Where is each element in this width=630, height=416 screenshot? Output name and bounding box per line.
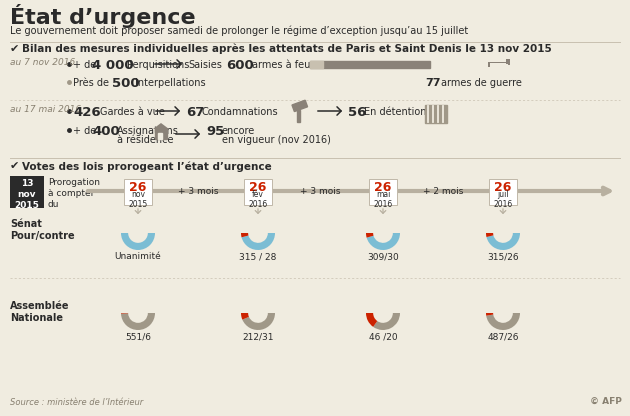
Text: Sénat
Pour/contre: Sénat Pour/contre	[10, 219, 74, 241]
Text: Votes des lois prorogeant l’état d’urgence: Votes des lois prorogeant l’état d’urgen…	[22, 161, 272, 171]
Text: Prorogation
à compter
du: Prorogation à compter du	[48, 178, 100, 209]
Wedge shape	[121, 313, 128, 314]
Text: 500: 500	[112, 77, 140, 90]
Text: 56: 56	[348, 106, 367, 119]
Text: 26: 26	[495, 181, 512, 194]
Text: au 17 mai 2016: au 17 mai 2016	[10, 105, 81, 114]
Text: En détention: En détention	[364, 107, 427, 117]
Polygon shape	[153, 123, 169, 129]
Text: fév
2016: fév 2016	[248, 190, 268, 209]
Wedge shape	[241, 233, 275, 250]
Text: 95: 95	[206, 125, 224, 138]
Text: 4 000: 4 000	[92, 59, 134, 72]
Text: ✔: ✔	[10, 44, 20, 54]
Bar	[425, 105, 447, 123]
Text: mai
2016: mai 2016	[374, 190, 392, 209]
Text: 315/26: 315/26	[487, 252, 519, 261]
Bar	[310, 61, 430, 68]
Text: Près de: Près de	[73, 78, 112, 88]
Text: armes de guerre: armes de guerre	[441, 78, 522, 88]
Text: 426: 426	[73, 106, 101, 119]
Bar	[155, 129, 167, 139]
Wedge shape	[243, 313, 275, 330]
Text: Assignations: Assignations	[117, 126, 179, 136]
Wedge shape	[373, 313, 400, 330]
Text: + de: + de	[73, 60, 100, 70]
Bar	[292, 100, 307, 111]
Text: 400: 400	[92, 125, 120, 138]
Wedge shape	[366, 233, 374, 238]
Wedge shape	[486, 313, 520, 330]
Text: juil
2016: juil 2016	[493, 190, 513, 209]
Wedge shape	[241, 313, 249, 319]
Text: 212/31: 212/31	[243, 332, 274, 341]
Bar	[297, 110, 300, 122]
Wedge shape	[366, 313, 377, 327]
Text: nov
2015: nov 2015	[129, 190, 147, 209]
Text: Le gouvernement doit proposer samedi de prolonger le régime d’exception jusqu’au: Le gouvernement doit proposer samedi de …	[10, 26, 468, 37]
Text: 26: 26	[249, 181, 266, 194]
Text: ✔: ✔	[10, 161, 20, 171]
Text: 551/6: 551/6	[125, 332, 151, 341]
Text: armes à feu: armes à feu	[252, 60, 311, 70]
Wedge shape	[121, 233, 155, 250]
Text: Source : ministère de l’Intérieur: Source : ministère de l’Intérieur	[10, 398, 143, 407]
Wedge shape	[121, 313, 155, 330]
Text: 26: 26	[374, 181, 392, 194]
Text: en vigueur (nov 2016): en vigueur (nov 2016)	[222, 135, 331, 145]
Bar	[310, 61, 323, 68]
Text: 26: 26	[129, 181, 147, 194]
Text: 46 /20: 46 /20	[369, 332, 398, 341]
Text: Perquisitions: Perquisitions	[127, 60, 190, 70]
Text: + de: + de	[73, 126, 100, 136]
Text: 13
nov
2015: 13 nov 2015	[14, 179, 40, 210]
Text: © AFP: © AFP	[590, 397, 622, 406]
Text: Bilan des mesures individuelles après les attentats de Paris et Saint Denis le 1: Bilan des mesures individuelles après le…	[22, 44, 552, 54]
Text: 67: 67	[186, 106, 204, 119]
Bar	[158, 133, 162, 139]
FancyBboxPatch shape	[10, 176, 44, 208]
Text: Interpellations: Interpellations	[135, 78, 205, 88]
Text: Assemblée
Nationale: Assemblée Nationale	[10, 301, 69, 323]
FancyBboxPatch shape	[244, 179, 272, 205]
Text: + 3 mois: + 3 mois	[178, 187, 218, 196]
Text: Condamnations: Condamnations	[202, 107, 278, 117]
FancyBboxPatch shape	[489, 179, 517, 205]
Text: Saisies: Saisies	[188, 60, 222, 70]
FancyBboxPatch shape	[124, 179, 152, 205]
Text: État d’urgence: État d’urgence	[10, 4, 196, 28]
Text: 487/26: 487/26	[487, 332, 518, 341]
FancyBboxPatch shape	[369, 179, 397, 205]
Text: Unanimité: Unanimité	[115, 252, 161, 261]
Text: 77: 77	[425, 78, 440, 88]
Text: encore: encore	[222, 126, 255, 136]
Wedge shape	[241, 233, 248, 237]
Wedge shape	[486, 313, 493, 316]
Wedge shape	[486, 233, 493, 237]
Text: + 2 mois: + 2 mois	[423, 187, 463, 196]
Text: 600: 600	[226, 59, 254, 72]
Text: à résidence: à résidence	[117, 135, 173, 145]
Polygon shape	[488, 59, 510, 67]
Wedge shape	[486, 233, 520, 250]
Text: au 7 nov 2016: au 7 nov 2016	[10, 58, 75, 67]
Text: 309/30: 309/30	[367, 252, 399, 261]
Text: 315 / 28: 315 / 28	[239, 252, 277, 261]
Text: + 3 mois: + 3 mois	[301, 187, 341, 196]
Text: Gardes à vue: Gardes à vue	[100, 107, 165, 117]
Wedge shape	[367, 233, 400, 250]
